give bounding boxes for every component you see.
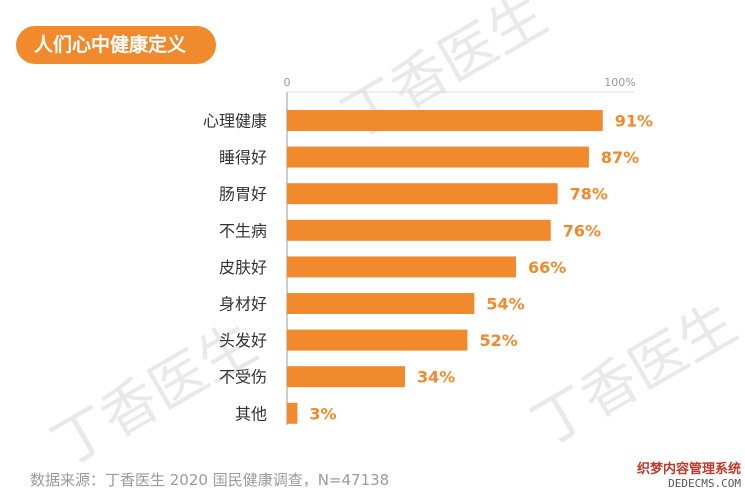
bar [287,256,517,278]
bar [287,183,558,205]
category-label: 身材好 [219,295,267,314]
data-label: 87% [601,148,639,167]
corner-logo-domain: DEDECMS.COM [668,477,741,490]
category-label: 心理健康 [203,112,267,131]
bar [287,219,551,241]
bar [287,146,589,168]
data-label: 52% [479,331,517,350]
bar [287,110,603,131]
data-label: 3% [309,404,336,423]
category-label: 其他 [235,404,267,423]
bar [287,366,405,388]
category-label: 不生病 [219,221,267,240]
bar [287,293,475,314]
corner-logo-text: 织梦内容管理系统 [636,462,741,477]
data-label: 91% [615,112,653,131]
category-label: 睡得好 [219,148,267,167]
x-tick-label: 0 [284,76,291,89]
data-label: 34% [417,368,455,387]
category-label: 肠胃好 [219,185,267,204]
data-label: 66% [528,258,566,277]
bar-chart: 0 100% 心理健康 91% 睡得好 87% 肠胃好 78% 不生病 76% 皮肤好 66% 身材好 5… [203,76,653,425]
bar [287,402,298,424]
chart-title: 人们心中健康定义 [16,26,216,64]
data-source-note: 数据来源：丁香医生 2020 国民健康调查，N=47138 [30,471,390,489]
category-label: 皮肤好 [219,258,267,277]
category-label: 不受伤 [219,368,267,387]
data-label: 76% [563,221,601,240]
corner-logo: 织梦内容管理系统 DEDECMS.COM [625,458,741,490]
data-label: 78% [570,185,608,204]
bar [287,329,468,351]
x-tick-label: 100% [604,76,635,89]
category-label: 头发好 [219,331,267,350]
data-label: 54% [486,295,524,314]
